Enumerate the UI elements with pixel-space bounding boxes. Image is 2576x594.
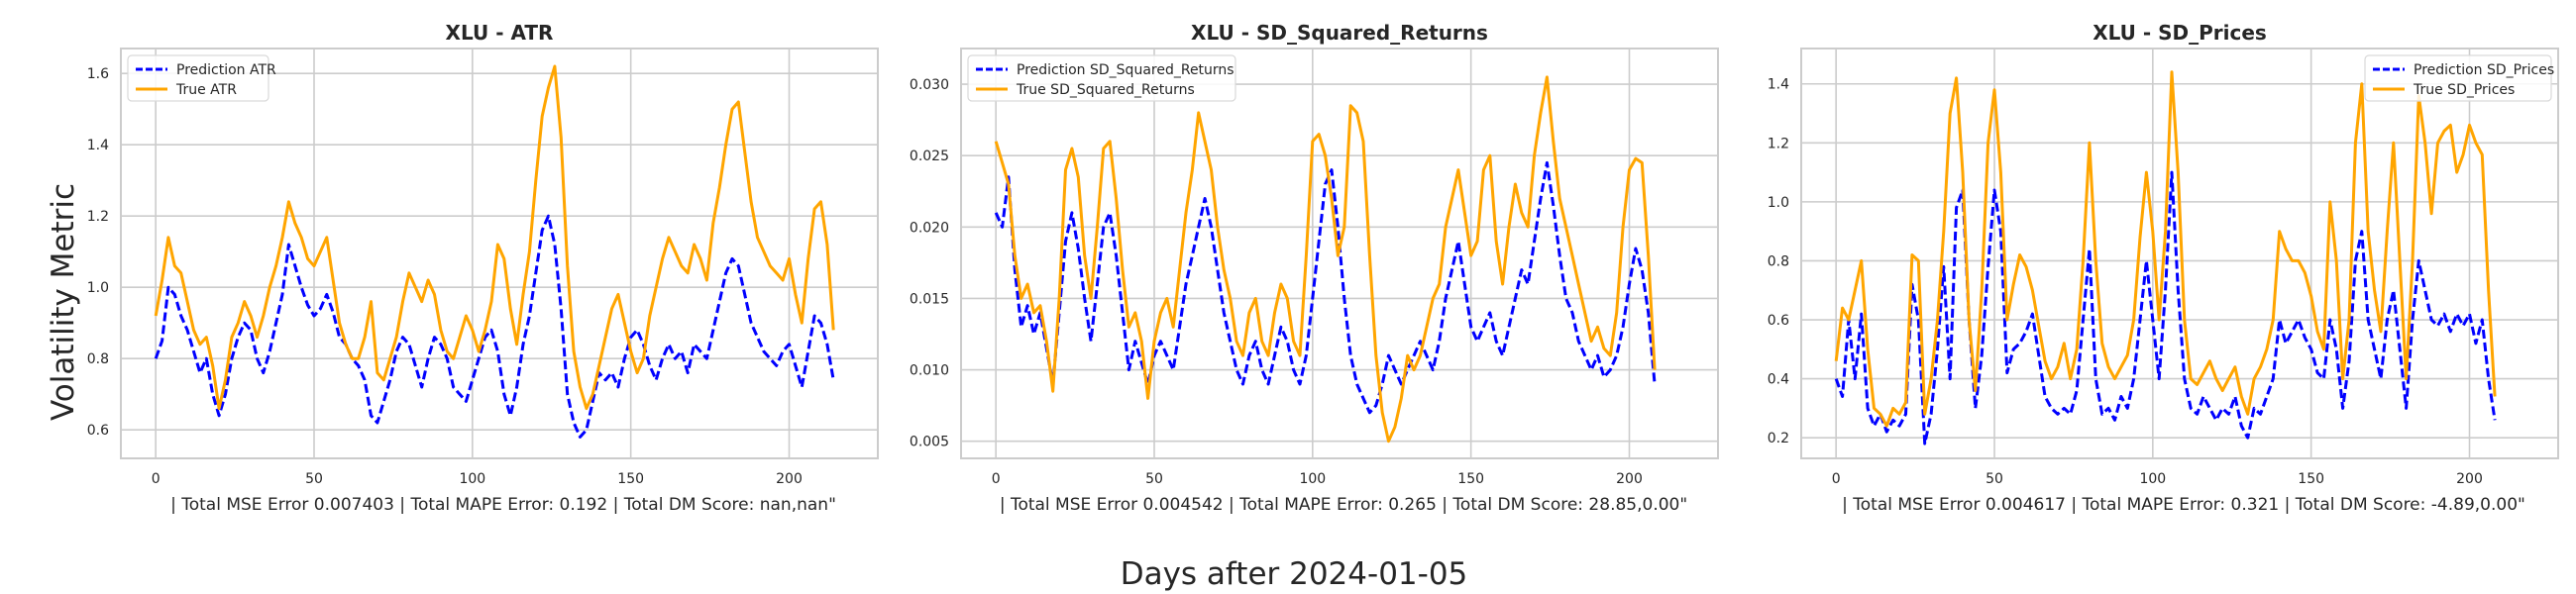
error-summary: | Total MSE Error 0.007403 | Total MAPE … [170,495,836,515]
y-tick-label: 1.2 [1768,136,1789,151]
x-tick-label: 100 [2139,471,2166,487]
y-tick-label: 0.020 [910,220,949,236]
true-line [154,64,835,411]
x-tick-label: 50 [1145,471,1163,487]
y-tick-label: 1.0 [87,280,109,296]
true-line [994,75,1657,444]
y-tick-label: 0.005 [910,435,949,450]
supxlabel: Days after 2024-01-05 [1121,556,1468,592]
legend: Prediction SD_Squared_Returns True SD_Squ… [967,54,1236,102]
error-summary: | Total MSE Error 0.004617 | Total MAPE … [1842,495,2525,515]
axes-frame [1800,48,2559,459]
y-tick-label: 0.2 [1768,431,1789,446]
x-tick-label: 0 [152,471,161,487]
y-tick-label: 0.010 [910,363,949,379]
y-tick-label: 0.025 [910,148,949,164]
x-tick-label: 50 [305,471,323,487]
prediction-line [1834,170,2497,446]
y-tick-label: 1.0 [1768,195,1789,211]
chart-title: XLU - ATR [446,21,554,45]
chart-title: XLU - SD_Prices [2093,21,2267,45]
legend-entry: True ATR [175,82,237,98]
y-tick-label: 0.8 [87,351,109,367]
error-summary: | Total MSE Error 0.004542 | Total MAPE … [1000,495,1687,515]
y-tick-label: 1.6 [87,66,109,82]
prediction-line [994,160,1657,415]
y-tick-label: 0.030 [910,77,949,93]
legend-box [967,54,1236,102]
x-tick-label: 50 [1986,471,2003,487]
true-line [1834,70,2497,428]
y-tick-label: 0.6 [87,423,109,439]
x-tick-label: 100 [1299,471,1326,487]
y-tick-label: 1.4 [87,138,109,153]
chart-title: XLU - SD_Squared_Returns [1191,21,1488,45]
x-tick-label: 100 [459,471,485,487]
y-tick-label: 0.8 [1768,253,1789,269]
y-tick-label: 0.4 [1768,372,1789,388]
axes-frame [120,48,879,459]
legend-box [2364,54,2552,102]
x-tick-label: 150 [1457,471,1484,487]
x-tick-label: 200 [2456,471,2483,487]
subplot-atr: 0 50 100 150 200 0.6 0.8 1.0 1.2 1.4 1.6 XLU - ATR |… [87,21,879,515]
legend-entry: Prediction ATR [176,62,276,78]
y-tick-label: 0.6 [1768,313,1789,329]
legend-entry: True SD_Prices [2413,82,2515,98]
legend: Prediction SD_Prices True SD_Prices [2364,54,2554,102]
subplot-sd-prices: 0 50 100 150 200 0.2 0.4 0.6 0.8 1.0 1.2 1.4 XLU - S… [1768,21,2559,515]
x-tick-label: 200 [776,471,803,487]
x-tick-label: 150 [2298,471,2324,487]
axes-frame [960,48,1719,459]
prediction-line [154,214,835,439]
legend: Prediction ATR True ATR [127,54,276,102]
legend-entry: True SD_Squared_Returns [1016,82,1195,98]
y-tick-label: 1.2 [87,209,109,225]
y-tick-label: 0.015 [910,291,949,307]
subplot-sd-squared-returns: 0 50 100 150 200 0.005 0.010 0.015 0.020 0.025 0.0… [910,21,1719,515]
y-tick-label: 1.4 [1768,77,1789,93]
legend-entry: Prediction SD_Squared_Returns [1017,62,1234,78]
supylabel: Volatility Metric [46,183,81,421]
x-tick-label: 0 [992,471,1001,487]
legend-entry: Prediction SD_Prices [2414,62,2554,78]
x-tick-label: 200 [1616,471,1643,487]
x-tick-label: 0 [1832,471,1841,487]
x-tick-label: 150 [617,471,644,487]
